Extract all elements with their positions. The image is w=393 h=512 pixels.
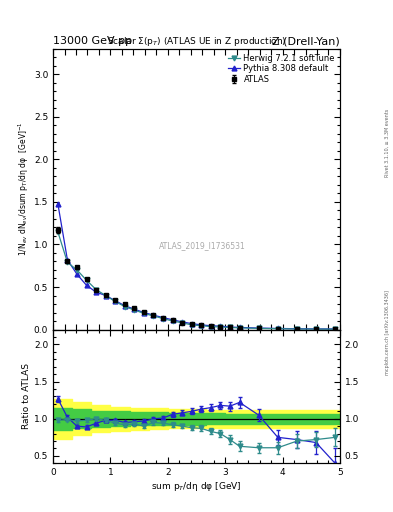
Herwig 7.2.1 softTune: [275, 326, 280, 332]
Herwig 7.2.1 softTune: [113, 298, 118, 305]
Pythia 8.308 default: [151, 312, 156, 318]
Herwig 7.2.1 softTune: [314, 326, 318, 332]
Pythia 8.308 default: [123, 303, 127, 309]
Line: Pythia 8.308 default: Pythia 8.308 default: [55, 201, 338, 331]
Pythia 8.308 default: [75, 271, 79, 278]
Pythia 8.308 default: [189, 321, 194, 327]
Herwig 7.2.1 softTune: [141, 310, 146, 316]
Herwig 7.2.1 softTune: [75, 267, 79, 273]
Herwig 7.2.1 softTune: [209, 324, 213, 330]
Text: 13000 GeV pp: 13000 GeV pp: [53, 36, 132, 46]
Pythia 8.308 default: [228, 324, 232, 330]
Herwig 7.2.1 softTune: [84, 277, 89, 283]
Pythia 8.308 default: [275, 326, 280, 332]
Pythia 8.308 default: [209, 323, 213, 329]
Line: Herwig 7.2.1 softTune: Herwig 7.2.1 softTune: [55, 229, 338, 332]
Pythia 8.308 default: [141, 309, 146, 315]
Herwig 7.2.1 softTune: [65, 259, 70, 265]
Y-axis label: Ratio to ATLAS: Ratio to ATLAS: [22, 364, 31, 430]
Pythia 8.308 default: [55, 201, 60, 207]
Herwig 7.2.1 softTune: [189, 322, 194, 328]
Herwig 7.2.1 softTune: [256, 325, 261, 331]
Pythia 8.308 default: [161, 314, 165, 321]
Pythia 8.308 default: [295, 326, 299, 332]
Herwig 7.2.1 softTune: [228, 325, 232, 331]
Pythia 8.308 default: [132, 306, 137, 312]
Herwig 7.2.1 softTune: [199, 323, 204, 329]
Herwig 7.2.1 softTune: [103, 292, 108, 298]
Pythia 8.308 default: [65, 257, 70, 263]
Text: ATLAS_2019_I1736531: ATLAS_2019_I1736531: [159, 241, 246, 250]
Pythia 8.308 default: [113, 297, 118, 304]
Pythia 8.308 default: [180, 319, 185, 325]
Herwig 7.2.1 softTune: [237, 325, 242, 331]
Pythia 8.308 default: [103, 292, 108, 298]
Herwig 7.2.1 softTune: [132, 307, 137, 313]
Pythia 8.308 default: [237, 325, 242, 331]
Pythia 8.308 default: [94, 289, 99, 295]
Pythia 8.308 default: [333, 326, 338, 332]
Legend: Herwig 7.2.1 softTune, Pythia 8.308 default, ATLAS: Herwig 7.2.1 softTune, Pythia 8.308 defa…: [225, 51, 338, 87]
Herwig 7.2.1 softTune: [218, 324, 223, 330]
Herwig 7.2.1 softTune: [151, 313, 156, 319]
Pythia 8.308 default: [218, 323, 223, 329]
Pythia 8.308 default: [199, 322, 204, 328]
Pythia 8.308 default: [170, 317, 175, 323]
Title: Scalar $\Sigma$(p$_T$) (ATLAS UE in Z production): Scalar $\Sigma$(p$_T$) (ATLAS UE in Z pr…: [107, 35, 286, 49]
Pythia 8.308 default: [84, 282, 89, 288]
Herwig 7.2.1 softTune: [94, 287, 99, 293]
Herwig 7.2.1 softTune: [170, 318, 175, 324]
Text: Z (Drell-Yan): Z (Drell-Yan): [272, 36, 340, 46]
Y-axis label: 1/N$_{ev}$ dN$_{ev}$/dsum p$_T$/dη dφ  [GeV]$^{-1}$: 1/N$_{ev}$ dN$_{ev}$/dsum p$_T$/dη dφ [G…: [17, 122, 31, 257]
X-axis label: sum p$_T$/dη dφ [GeV]: sum p$_T$/dη dφ [GeV]: [151, 480, 242, 493]
Herwig 7.2.1 softTune: [123, 304, 127, 310]
Pythia 8.308 default: [314, 326, 318, 332]
Herwig 7.2.1 softTune: [333, 326, 338, 332]
Herwig 7.2.1 softTune: [180, 319, 185, 326]
Herwig 7.2.1 softTune: [55, 228, 60, 234]
Pythia 8.308 default: [256, 325, 261, 331]
Herwig 7.2.1 softTune: [295, 326, 299, 332]
Text: Rivet 3.1.10, ≥ 3.3M events: Rivet 3.1.10, ≥ 3.3M events: [385, 109, 389, 178]
Herwig 7.2.1 softTune: [161, 315, 165, 322]
Text: mcplots.cern.ch [arXiv:1306.3436]: mcplots.cern.ch [arXiv:1306.3436]: [385, 290, 389, 375]
